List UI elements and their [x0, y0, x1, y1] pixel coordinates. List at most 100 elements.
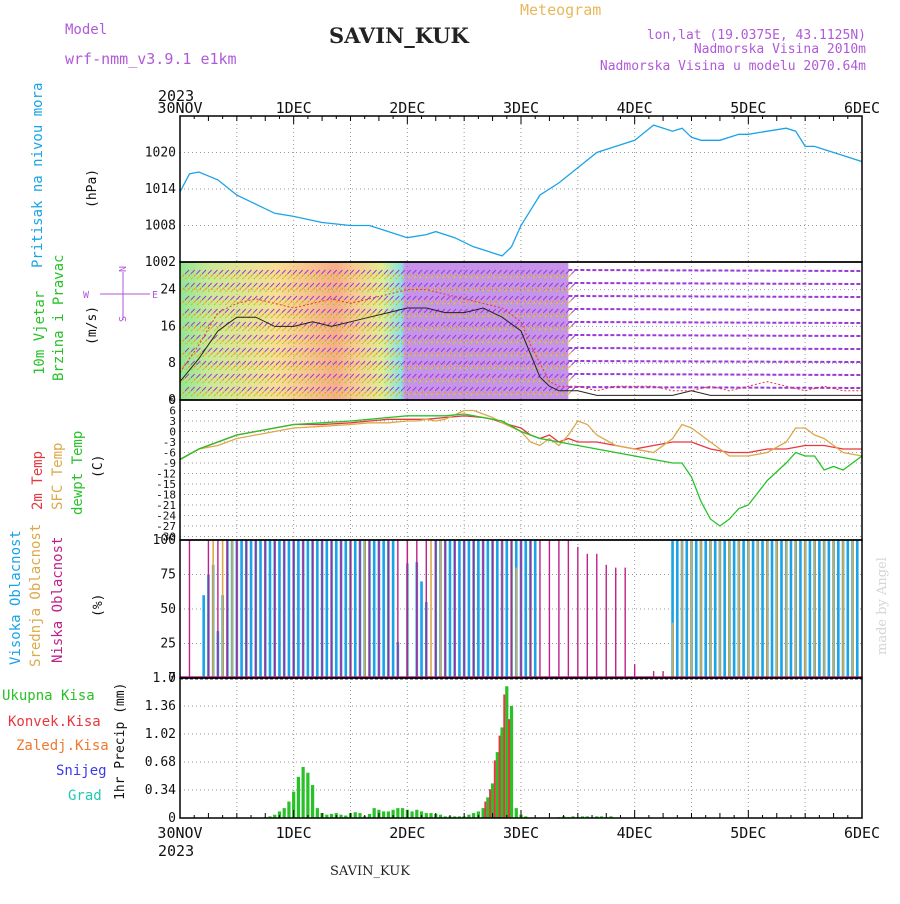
wind-barb: [202, 386, 213, 397]
cloud-bar-high: [789, 540, 793, 678]
wind-barb: [395, 321, 406, 332]
wind-barb: [384, 282, 394, 293]
wind-barb: [469, 282, 480, 293]
wind-barb: [293, 295, 304, 306]
wind-barb: [321, 347, 332, 358]
wind-barb: [259, 386, 269, 397]
wind-barb: [435, 373, 446, 384]
wind-barb: [321, 321, 332, 332]
wind-barb: [361, 295, 372, 306]
wind-barb: [179, 386, 190, 397]
wind-barb: [253, 282, 264, 293]
cloud-bar-low: [596, 553, 598, 678]
wind-barb: [185, 347, 196, 358]
wind-barb: [259, 334, 269, 345]
wind-barb: [526, 269, 537, 280]
wind-barb: [208, 360, 218, 371]
wind-barb: [230, 321, 241, 332]
cloud-bar-mid: [719, 540, 721, 678]
precip-bar-total: [443, 816, 447, 818]
cloud-bar-high: [268, 540, 272, 678]
wind-barb: [463, 386, 474, 397]
wind-barb: [458, 334, 468, 345]
cloud-label-high: Visoka Oblacnost: [8, 530, 24, 665]
wind-barb: [537, 334, 548, 345]
wind-barb-row: [568, 360, 863, 363]
wind-barb: [208, 321, 218, 332]
wind-barb: [463, 321, 474, 332]
wind-barb: [225, 269, 235, 280]
precip-bar-total: [306, 772, 310, 818]
temp-label-2: SFC Temp: [50, 443, 66, 510]
wind-barb: [230, 373, 241, 384]
cloud-bar-mid: [671, 622, 674, 678]
year-top: 2023: [158, 87, 194, 105]
precip-bar-total: [509, 706, 514, 818]
wind-barb: [310, 282, 321, 293]
wind-barb: [418, 308, 429, 319]
precip-label-total: Ukupna Kisa: [2, 688, 95, 704]
wind-barb: [503, 334, 514, 345]
wind-barb: [560, 360, 571, 371]
wind-barb: [435, 347, 446, 358]
cloud-bar-mid: [813, 540, 816, 678]
wind-barb: [191, 360, 201, 371]
wind-barb: [424, 386, 434, 397]
wind-barb: [191, 282, 201, 293]
time-tick-bottom: 4DEC: [617, 824, 653, 842]
precip-bar-conv: [508, 719, 511, 818]
time-tick-bottom: 6DEC: [844, 824, 880, 842]
wind-barb: [549, 295, 559, 306]
wind-barb: [333, 321, 343, 332]
precip-bar-total: [372, 808, 376, 818]
wind-barb: [401, 334, 412, 345]
wind-barb: [185, 360, 196, 371]
wind-barb: [264, 269, 275, 280]
cloud-bar-low: [520, 540, 522, 678]
wind-barb: [389, 282, 400, 293]
wind-barb: [196, 373, 207, 384]
wind-barb: [344, 386, 355, 397]
precip-bar-total: [296, 776, 301, 818]
wind-barb: [418, 347, 429, 358]
precip-bar-total: [505, 686, 509, 818]
cloud-bar-low: [330, 540, 333, 678]
wind-barb: [412, 347, 423, 358]
wind-barb: [230, 334, 241, 345]
wind-barb: [543, 334, 554, 345]
wind-barb: [418, 282, 429, 293]
wind-ytick: 24: [160, 283, 176, 298]
wind-barb: [401, 360, 412, 371]
wind-barb: [378, 373, 389, 384]
temp-ytick: -18: [156, 489, 176, 502]
temp-ytick: 0: [169, 426, 176, 439]
precip-bar-total: [391, 809, 395, 818]
wind-barb: [304, 334, 315, 345]
wind-barb: [441, 347, 451, 358]
wind-barb: [355, 347, 366, 358]
wind-barb: [361, 269, 372, 280]
cloud-bar-high: [297, 540, 300, 678]
wind-compass: W E N S: [83, 266, 158, 322]
wind-barb: [350, 269, 360, 280]
wind-barb: [406, 334, 417, 345]
wind-barb: [338, 347, 349, 358]
wind-barb: [208, 282, 218, 293]
precip-bar-total: [277, 811, 282, 818]
cloud-bar-low: [529, 540, 532, 678]
cloud-bar-high: [846, 540, 850, 678]
cloud-bar-high: [287, 540, 291, 678]
compass-east: E: [152, 290, 158, 301]
wind-barb: [287, 373, 298, 384]
wind-barb: [520, 373, 531, 384]
cloud-bar-mid: [794, 540, 797, 678]
cloud-bar-mid: [363, 540, 366, 678]
time-tick-top: 6DEC: [844, 99, 880, 117]
wind-barb: [378, 282, 389, 293]
wind-barb: [219, 269, 230, 280]
wind-barb: [412, 334, 423, 345]
wind-barb: [321, 308, 332, 319]
wind-barb: [446, 373, 457, 384]
cloud-bar-high: [505, 540, 509, 678]
